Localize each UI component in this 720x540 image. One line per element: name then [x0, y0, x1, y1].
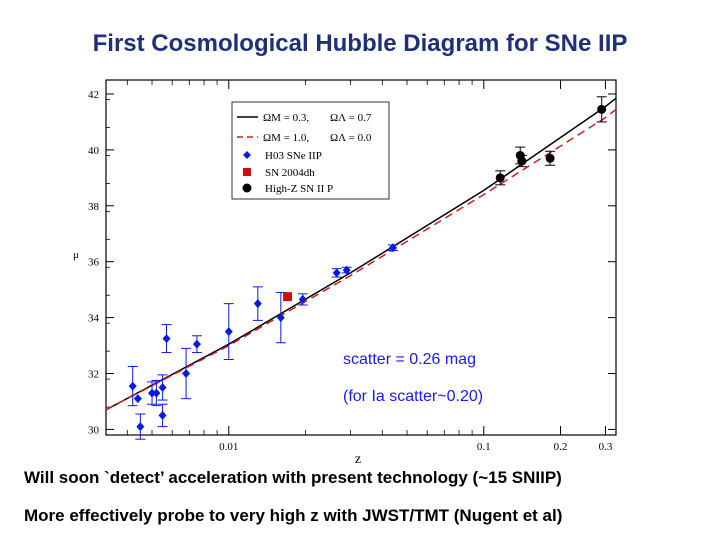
point-h03 [276, 313, 285, 323]
point-h03 [388, 243, 397, 253]
bullet-acceleration: Will soon `detect’ acceleration with pre… [24, 468, 562, 487]
y-tick-label: 30 [88, 424, 100, 436]
legend-marker-sn2004dh [243, 168, 251, 176]
y-tick-label: 32 [88, 369, 99, 381]
legend-label-lcdm-ol: ΩΛ = 0.7 [330, 112, 372, 124]
annotation-scatter: scatter = 0.26 mag [343, 351, 476, 368]
point-h03 [253, 299, 262, 309]
point-h03 [224, 327, 233, 337]
x-tick-label: 0.1 [477, 441, 491, 453]
point-h03 [148, 388, 157, 398]
x-axis: 0.01 0.1 0.2 0.3 [126, 80, 613, 453]
hubble-diagram-chart: 30 32 34 36 38 40 42 0.01 0.1 0.2 0.3 μ z scatter… [73, 79, 617, 467]
slide-title: First Cosmological Hubble Diagram for SN… [92, 30, 628, 57]
legend-marker-h03 [243, 151, 251, 159]
model-lines [105, 97, 617, 411]
point-highz [495, 173, 505, 183]
legend-box [231, 101, 390, 200]
point-h03 [136, 422, 145, 432]
y-tick-label: 38 [88, 201, 100, 213]
point-h03 [128, 381, 137, 391]
legend-label-highz: High-Z SN II P [265, 183, 333, 195]
point-h03 [162, 334, 171, 344]
legend-label-eds-ol: ΩΛ = 0.0 [330, 132, 372, 144]
y-tick-label: 36 [88, 257, 100, 269]
legend-label-sn2004dh: SN 2004dh [265, 167, 315, 179]
y-axis: 30 32 34 36 38 40 42 [88, 89, 616, 436]
x-tick-label: 0.2 [554, 441, 568, 453]
x-tick-label: 0.01 [219, 441, 238, 453]
point-h03 [152, 388, 161, 398]
point-h03 [342, 265, 351, 275]
y-axis-label: μ [73, 249, 79, 261]
point-highz [597, 104, 607, 114]
data-points [127, 96, 607, 440]
point-highz [545, 153, 555, 163]
legend-marker-highz [242, 183, 252, 193]
point-h03 [298, 294, 307, 304]
legend-label-h03: H03 SNe IIP [265, 150, 322, 162]
point-h03 [133, 394, 142, 404]
plot-frame [105, 79, 617, 436]
y-tick-label: 40 [88, 145, 100, 157]
x-axis-label: z [355, 452, 361, 467]
point-h03 [158, 382, 167, 392]
y-tick-label: 34 [88, 313, 100, 325]
model-line-eds [105, 108, 617, 411]
bullet-jwst-tmt: More effectively probe to very high z wi… [24, 506, 563, 525]
legend: ΩM = 0.3, ΩΛ = 0.7 ΩM = 1.0, ΩΛ = 0.0 H0… [231, 101, 390, 200]
point-h03 [192, 339, 201, 349]
legend-label-eds-om: ΩM = 1.0, [263, 132, 309, 144]
point-sn2004dh [283, 292, 293, 302]
model-line-lcdm [105, 97, 617, 411]
legend-label-lcdm-om: ΩM = 0.3, [263, 112, 309, 124]
annotation-ia-scatter: (for Ia scatter~0.20) [343, 388, 483, 405]
y-tick-label: 42 [88, 89, 99, 101]
point-h03 [332, 268, 341, 278]
point-highz [517, 156, 527, 166]
x-tick-label: 0.3 [599, 441, 613, 453]
point-h03 [182, 369, 191, 379]
point-h03 [158, 410, 167, 420]
